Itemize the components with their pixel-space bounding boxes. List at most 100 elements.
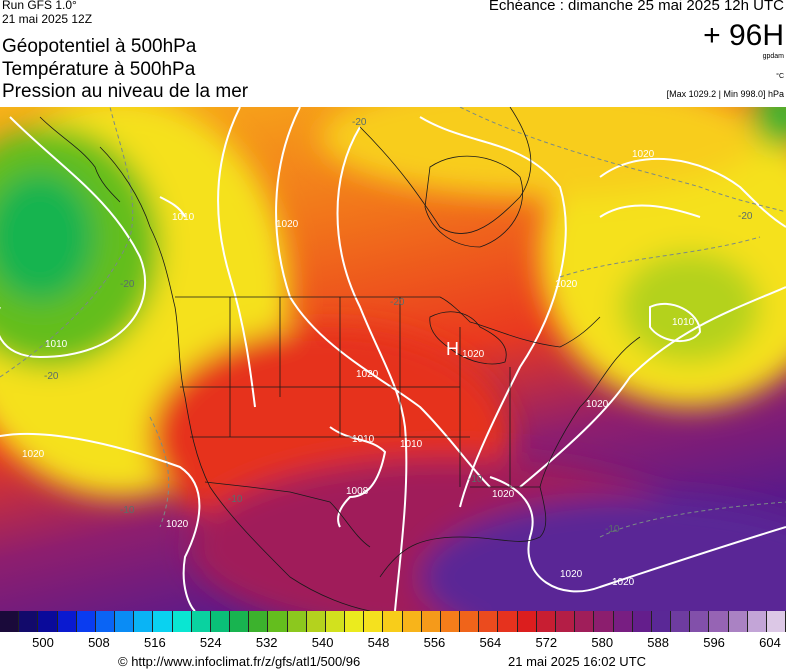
color-swatch [364, 611, 384, 632]
color-swatch [440, 611, 461, 632]
weather-map: 1010 1020 1020 1010 1020 1020 1020 1020 … [0, 107, 786, 611]
color-swatch [690, 611, 710, 632]
color-swatch [747, 611, 767, 632]
isotherms [0, 107, 786, 538]
isotherm-line [559, 236, 761, 278]
color-swatch [249, 611, 269, 632]
color-swatch [671, 611, 691, 632]
isobar-labels: 1010 1020 1020 1010 1020 1020 1020 1020 … [22, 149, 695, 588]
isobar-line [419, 116, 567, 508]
title-geopotential: Géopotentiel à 500hPa [2, 36, 197, 57]
field-yellow-north [320, 107, 760, 197]
field-purple-southeast [420, 497, 786, 611]
color-swatch [383, 611, 403, 632]
great-lakes [429, 311, 507, 365]
scale-tick-label: 572 [535, 635, 558, 650]
color-swatch [191, 611, 211, 632]
scale-tick-label: 548 [367, 635, 390, 650]
title-temperature: Température à 500hPa [2, 59, 196, 80]
isobar-label: 1020 [612, 577, 635, 588]
coastline-west [99, 146, 371, 611]
isotherm-label: -10 [120, 505, 135, 516]
color-swatch [594, 611, 614, 632]
scale-tick-label: 564 [479, 635, 502, 650]
color-swatch [555, 611, 576, 632]
color-swatch [460, 611, 480, 632]
border-us-mexico [204, 481, 371, 548]
color-swatch [498, 611, 518, 632]
field-green-northeast [620, 252, 760, 362]
border-canada-us [175, 296, 601, 348]
color-swatch [230, 611, 250, 632]
run-date: 21 mai 2025 12Z [2, 12, 93, 26]
isobar-label: 1010 [45, 339, 68, 350]
color-swatch [95, 611, 116, 632]
coastline-north [359, 107, 532, 234]
alaska-coast [39, 116, 121, 203]
isobar-line [599, 157, 786, 228]
isobar-label: 1020 [276, 219, 299, 230]
color-swatch [517, 611, 537, 632]
title-pressure: Pression au niveau de la mer [2, 81, 249, 102]
color-scale [0, 611, 786, 632]
scale-tick-label: 524 [199, 635, 222, 650]
color-swatch [479, 611, 499, 632]
isobars [0, 107, 786, 611]
color-swatch [613, 611, 633, 632]
forecast-hour: + 96H [703, 19, 784, 52]
color-swatch [172, 611, 192, 632]
isobar-line [275, 107, 491, 488]
scale-tick-label: 604 [759, 635, 781, 650]
isotherm-labels: -20 -20 -20 -20 -20 -10 -10 -10 -10 [44, 117, 753, 535]
scale-tick-label: 596 [703, 635, 725, 650]
color-swatch [651, 611, 672, 632]
isobar-line [649, 302, 702, 343]
render-timestamp: 21 mai 2025 16:02 UTC [508, 654, 647, 669]
isotherm-line [0, 107, 134, 378]
color-swatch [325, 611, 346, 632]
color-swatch [153, 611, 173, 632]
isobar-line [489, 476, 786, 593]
isotherm-label: -20 [352, 117, 367, 128]
isobar-line [519, 286, 786, 488]
isobar-line [217, 107, 256, 408]
scale-tick-label: 516 [143, 635, 166, 650]
scale-tick-label: 508 [88, 635, 110, 650]
color-swatch [575, 611, 595, 632]
forecast-validity: Echéance : dimanche 25 mai 2025 12h UTC [488, 0, 784, 14]
color-swatch [632, 611, 652, 632]
color-swatch [210, 611, 231, 632]
color-scale-ticks: 500 508 516 524 532 540 548 556 564 572 580 588 596 6… [0, 635, 786, 651]
isotherm-label: -20 [738, 211, 753, 222]
color-swatch [57, 611, 77, 632]
isobar-label: 1020 [492, 489, 515, 500]
isobar-label: 1010 [172, 212, 195, 223]
color-swatch [0, 611, 20, 632]
color-swatch [345, 611, 365, 632]
high-pressure-marker: H [446, 339, 459, 359]
scale-tick-label: 540 [311, 635, 334, 650]
scale-tick-label: 588 [647, 635, 669, 650]
isotherm-label: -20 [390, 297, 405, 308]
color-swatch [287, 611, 307, 632]
source-credit: © http://www.infoclimat.fr/z/gfs/atl1/50… [118, 654, 361, 669]
color-swatch [268, 611, 288, 632]
scale-tick-label: 580 [591, 635, 614, 650]
isotherm-line [149, 416, 170, 528]
color-swatch [728, 611, 748, 632]
isotherm-label: -10 [228, 494, 243, 505]
color-swatch [402, 611, 422, 632]
hudson-bay [424, 155, 523, 248]
isobar-line [0, 116, 146, 359]
color-swatch [766, 611, 786, 632]
color-swatch [421, 611, 441, 632]
isobar-label: 1020 [22, 449, 45, 460]
geography [39, 107, 641, 611]
isotherm-line [459, 107, 786, 213]
isotherm-line [599, 501, 786, 538]
coastline-gulf [379, 336, 641, 578]
color-swatch [709, 611, 729, 632]
isobar-label: 1020 [586, 399, 609, 410]
color-swatch [536, 611, 556, 632]
isobar-line [336, 126, 408, 611]
